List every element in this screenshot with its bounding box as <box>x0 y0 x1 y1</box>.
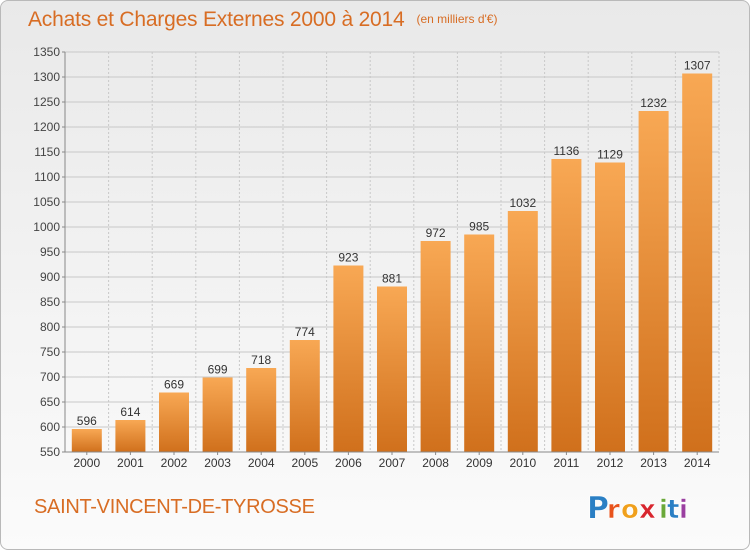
data-label: 596 <box>77 414 97 428</box>
x-tick-label: 2002 <box>161 456 188 470</box>
bar <box>682 73 713 452</box>
data-label: 614 <box>120 405 140 419</box>
chart-subtitle: (en milliers d'€) <box>416 12 498 26</box>
data-label: 1129 <box>597 148 623 162</box>
y-tick-label: 950 <box>40 245 60 259</box>
data-label: 923 <box>338 251 358 265</box>
data-label: 774 <box>295 325 315 339</box>
bar <box>377 286 407 452</box>
bar <box>71 429 102 452</box>
data-label: 881 <box>382 272 402 286</box>
x-tick-label: 2005 <box>291 456 318 470</box>
y-tick-label: 1350 <box>33 45 60 59</box>
logo-letter: r <box>607 495 620 525</box>
x-tick-label: 2000 <box>73 456 100 470</box>
bars: 596 614 669 699 718 774 923 881 972 985 1032 1136 11… <box>71 59 713 452</box>
chart-title: Achats et Charges Externes 2000 à 2014 <box>28 8 405 31</box>
y-tick-label: 650 <box>40 395 60 409</box>
proxiti-logo: Pr o x i t i <box>587 491 688 527</box>
bar <box>202 377 233 452</box>
y-tick-label: 900 <box>40 270 60 284</box>
bar <box>420 241 451 452</box>
bar <box>246 368 277 452</box>
y-tick-label: 800 <box>40 320 60 334</box>
logo-letter: i <box>659 495 668 525</box>
y-tick-label: 1200 <box>33 120 60 134</box>
x-tick-label: 2010 <box>509 456 536 470</box>
bar <box>333 265 364 452</box>
data-label: 972 <box>426 226 446 240</box>
data-label: 1136 <box>553 144 579 158</box>
axes: 550 600 650 700 750 800 850 900 950 1000 1050 1100 1… <box>33 45 719 470</box>
logo-letter: o <box>621 495 639 525</box>
logo-letter: t <box>667 495 679 525</box>
y-tick-label: 1050 <box>33 195 60 209</box>
y-tick-label: 1000 <box>33 220 60 234</box>
x-tick-label: 2001 <box>117 456 144 470</box>
y-tick-label: 850 <box>40 295 60 309</box>
bar <box>551 159 582 452</box>
y-tick-label: 600 <box>40 420 60 434</box>
y-tick-label: 700 <box>40 370 60 384</box>
data-label: 1307 <box>684 59 711 73</box>
data-label: 669 <box>164 378 184 392</box>
data-label: 699 <box>208 363 228 377</box>
x-tick-label: 2011 <box>553 456 579 470</box>
bar <box>507 211 538 452</box>
data-label: 1032 <box>509 196 536 210</box>
logo-letter: i <box>679 495 688 525</box>
y-tick-label: 750 <box>40 345 60 359</box>
data-label: 1232 <box>640 96 667 110</box>
data-label: 718 <box>251 353 271 367</box>
data-label: 985 <box>469 220 489 234</box>
bar <box>464 234 495 452</box>
logo-letter: x <box>639 495 656 525</box>
y-tick-label: 1250 <box>33 95 60 109</box>
x-tick-label: 2014 <box>684 456 711 470</box>
chart-header: Achats et Charges Externes 2000 à 2014 (e… <box>28 8 497 32</box>
y-tick-label: 550 <box>40 445 60 459</box>
y-tick-label: 1300 <box>33 70 60 84</box>
logo-letter: P <box>587 491 609 526</box>
bar <box>289 340 320 452</box>
x-tick-label: 2013 <box>640 456 667 470</box>
bar <box>638 111 669 452</box>
bar <box>159 392 189 452</box>
x-tick-label: 2004 <box>248 456 275 470</box>
commune-name: SAINT-VINCENT-DE-TYROSSE <box>34 496 315 518</box>
x-tick-label: 2003 <box>204 456 231 470</box>
bar <box>595 162 625 452</box>
y-tick-label: 1100 <box>34 170 60 184</box>
x-tick-label: 2007 <box>379 456 406 470</box>
x-tick-label: 2012 <box>597 456 624 470</box>
x-tick-label: 2006 <box>335 456 362 470</box>
x-tick-label: 2009 <box>466 456 493 470</box>
x-tick-label: 2008 <box>422 456 449 470</box>
y-tick-label: 1150 <box>34 145 60 159</box>
bar <box>115 420 146 452</box>
